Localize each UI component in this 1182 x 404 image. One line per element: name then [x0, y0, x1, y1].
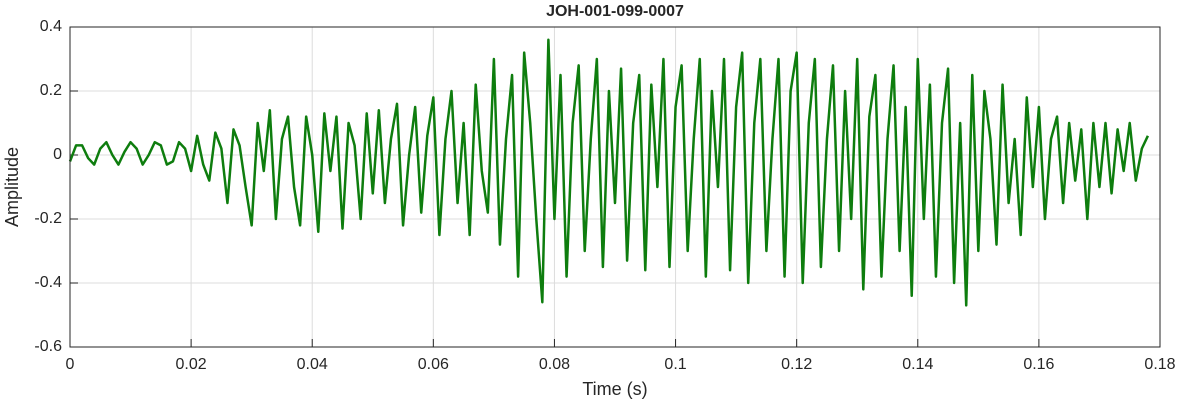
- x-tick-label: 0.04: [297, 356, 328, 373]
- y-tick-label: -0.4: [34, 274, 62, 291]
- y-tick-label: 0.4: [40, 18, 62, 35]
- y-tick-label: -0.6: [34, 338, 62, 355]
- x-tick-label: 0.08: [539, 356, 570, 373]
- chart-title: JOH-001-099-0007: [546, 3, 684, 20]
- x-axis-label: Time (s): [582, 379, 647, 399]
- x-tick-label: 0.12: [781, 356, 812, 373]
- x-tick-label: 0.18: [1144, 356, 1175, 373]
- y-axis-label: Amplitude: [2, 147, 22, 227]
- x-tick-label: 0.06: [418, 356, 449, 373]
- x-tick-label: 0.16: [1023, 356, 1054, 373]
- y-tick-label: 0: [53, 146, 62, 163]
- x-tick-label: 0.14: [902, 356, 933, 373]
- y-tick-label: -0.2: [34, 210, 62, 227]
- x-tick-label: 0.02: [176, 356, 207, 373]
- waveform-line: [68, 38, 1150, 307]
- x-tick-label: 0.1: [664, 356, 686, 373]
- plot-frame: [69, 26, 1161, 348]
- y-tick-label: 0.2: [40, 82, 62, 99]
- x-tick-label: 0: [66, 356, 75, 373]
